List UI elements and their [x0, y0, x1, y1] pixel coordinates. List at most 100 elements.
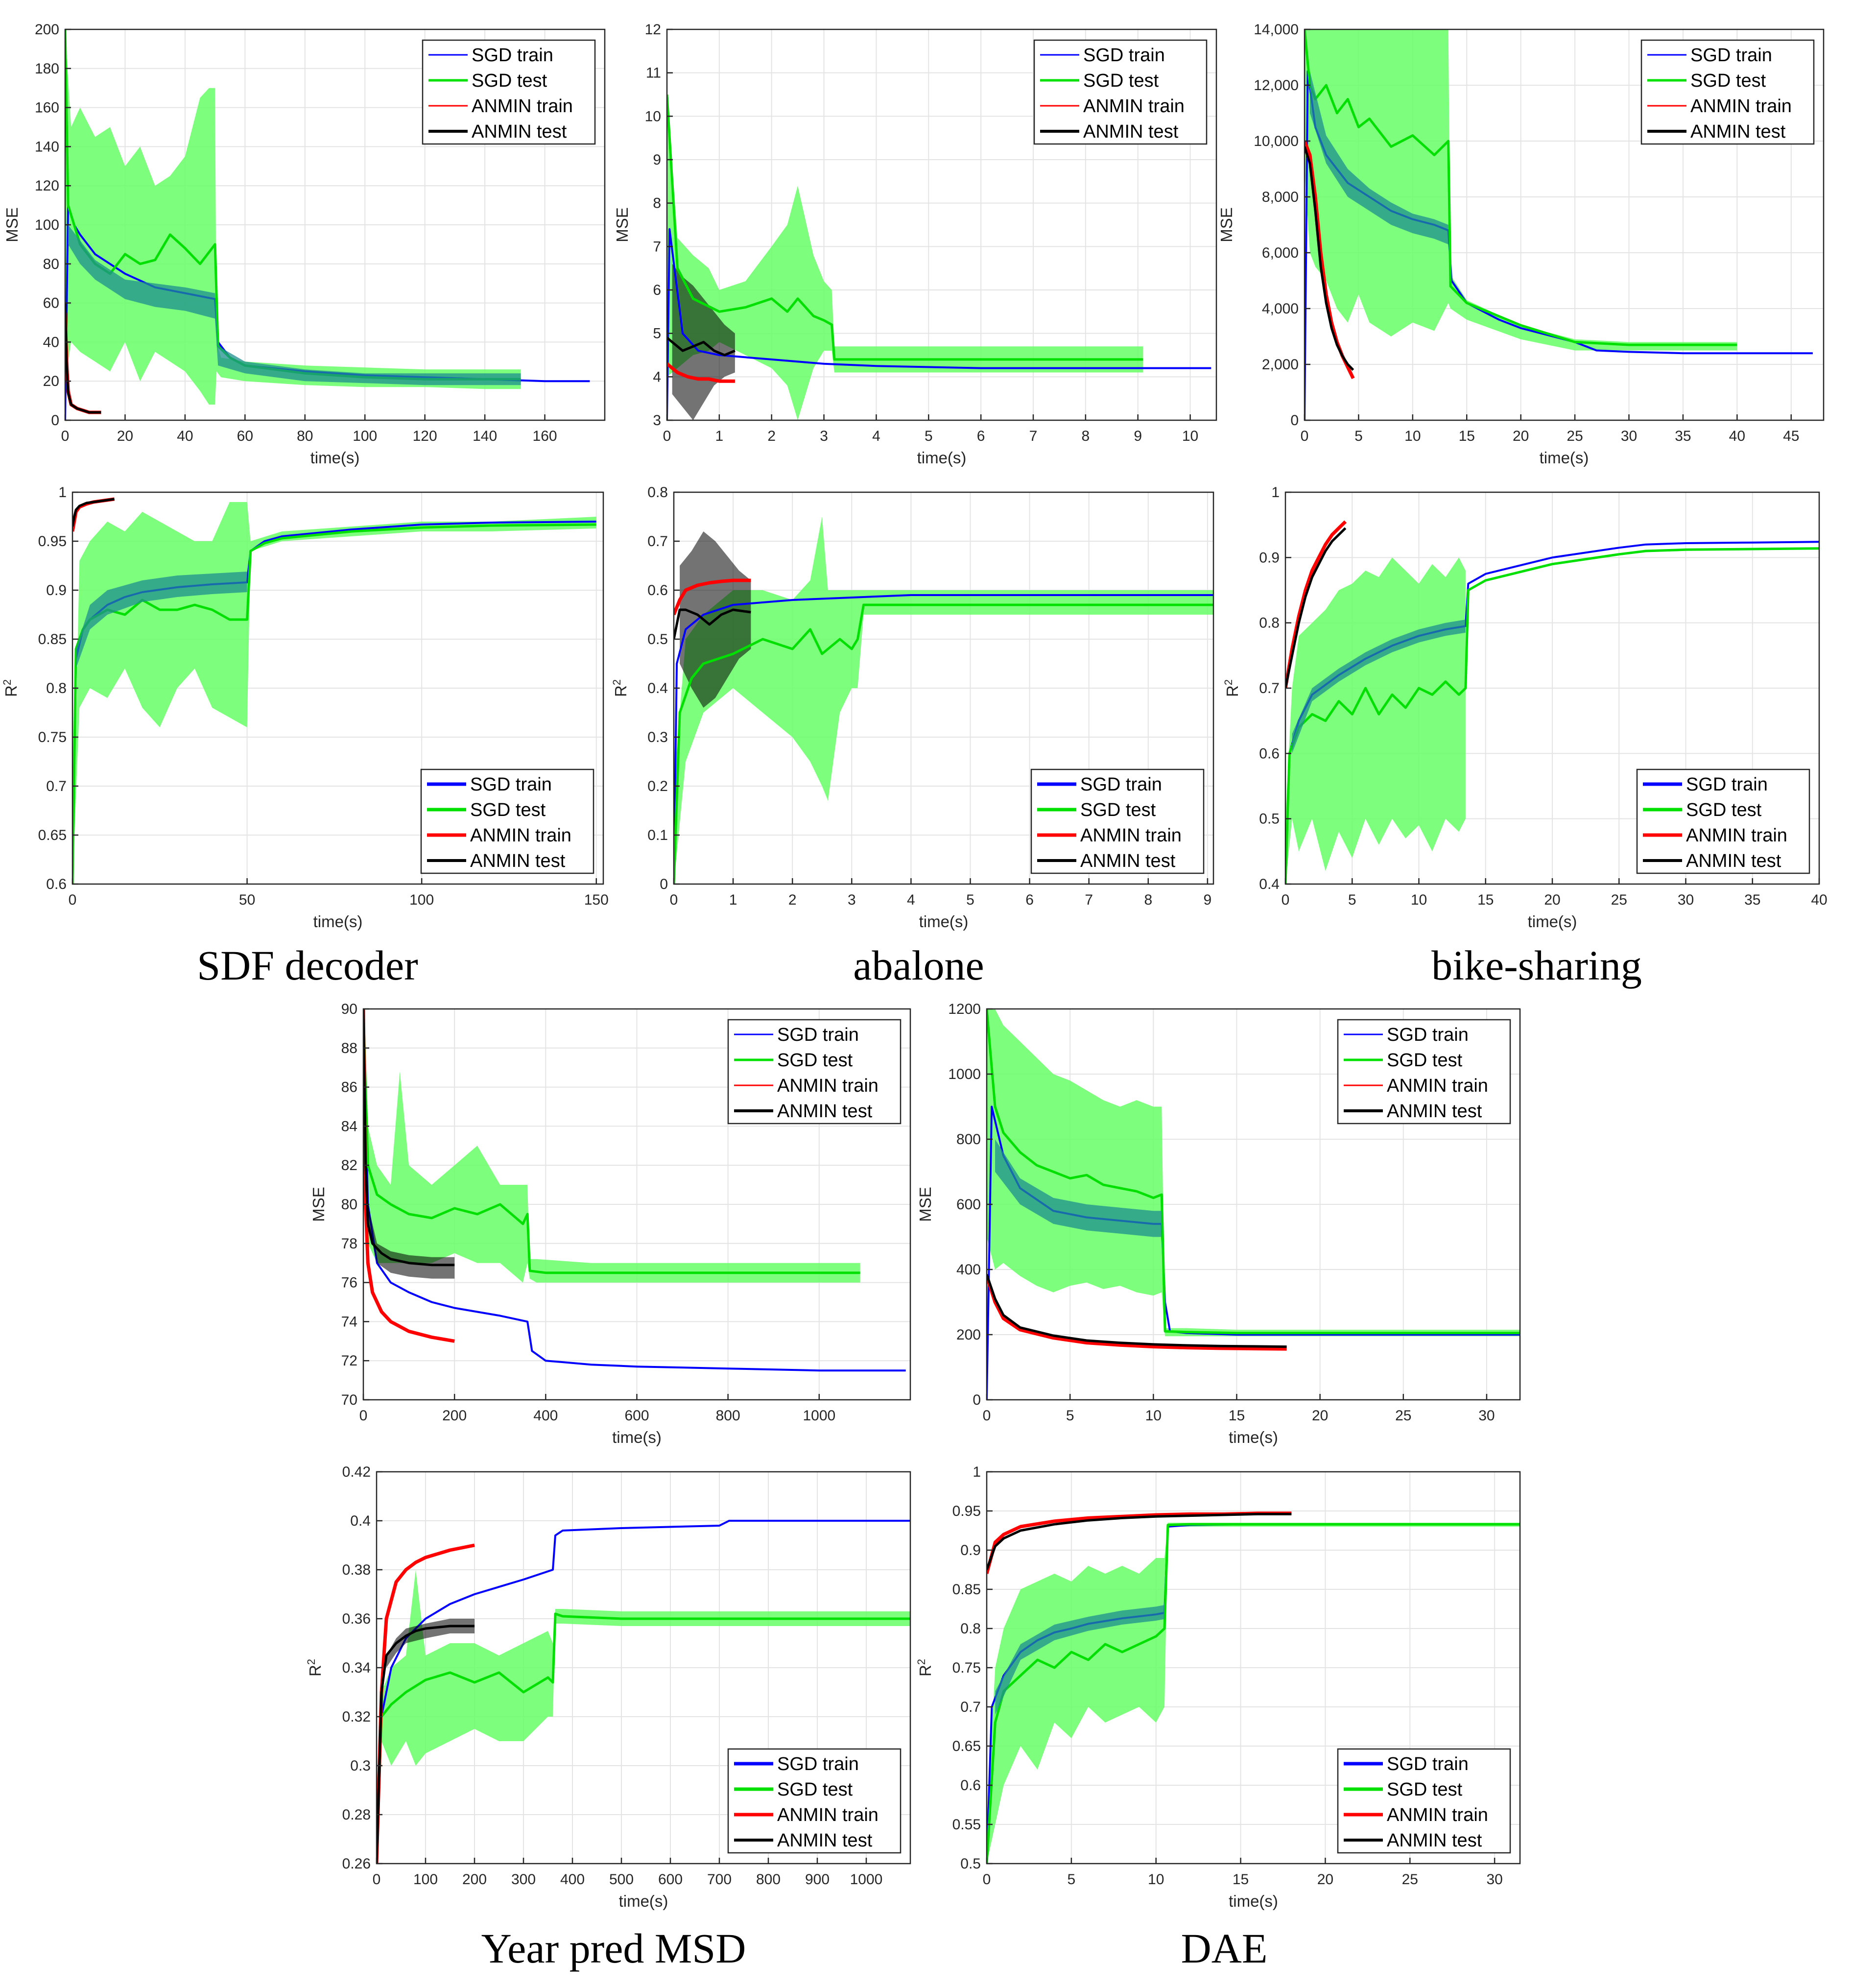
x-tick-label: 0: [1301, 428, 1309, 444]
y-tick-label: 0: [51, 412, 59, 429]
y-axis-label: MSE: [916, 1187, 934, 1222]
legend-label-sgd-train: SGD train: [470, 774, 552, 795]
y-tick-label: 12: [645, 22, 661, 38]
y-tick-label: 80: [341, 1197, 357, 1213]
x-tick-label: 9: [1204, 892, 1212, 908]
x-tick-label: 10: [1182, 428, 1198, 444]
x-tick-label: 200: [442, 1408, 467, 1424]
legend-box: [422, 39, 596, 145]
series-group: [363, 1009, 906, 1372]
y-tick-label: 70: [341, 1392, 357, 1408]
x-tick-label: 40: [177, 428, 193, 444]
legend-label-anmin-train: ANMIN train: [777, 1805, 879, 1825]
x-tick-label: 15: [1477, 892, 1494, 908]
line-anmin-train: [1285, 520, 1347, 689]
line-anmin-train: [377, 1543, 475, 1864]
series-group: [674, 517, 1213, 884]
y-tick-label: 4: [653, 369, 661, 385]
caption-sdf-decoder: SDF decoder: [197, 942, 418, 989]
x-tick-label: 5: [1354, 428, 1363, 444]
x-tick-label: 400: [533, 1408, 558, 1424]
y-tick-label: 0.26: [342, 1856, 371, 1872]
caption-year-pred-msd: Year pred MSD: [481, 1925, 746, 1972]
y-tick-label: 0.8: [960, 1621, 981, 1637]
x-tick-label: 900: [805, 1871, 830, 1888]
x-tick-label: 500: [609, 1871, 634, 1888]
legend-box: [727, 1748, 902, 1854]
x-axis-label: time(s): [917, 449, 967, 467]
x-tick-label: 3: [820, 428, 828, 444]
y-tick-label: 88: [341, 1040, 357, 1056]
line-sgd-test: [1305, 29, 1737, 346]
legend-label-anmin-train: ANMIN train: [1690, 96, 1792, 117]
y-tick-label: 0.28: [342, 1807, 371, 1823]
legend-label-sgd-train: SGD train: [1387, 1025, 1469, 1045]
band-teal-band: [995, 1605, 1164, 1715]
y-tick-label: 0: [660, 876, 668, 892]
x-tick-label: 0: [983, 1408, 991, 1424]
band-sgd-test-band: [72, 502, 596, 884]
x-tick-label: 0: [1282, 892, 1290, 908]
x-tick-label: 4: [907, 892, 915, 908]
line-anmin-test: [987, 1274, 1287, 1348]
y-tick-label: 0.3: [647, 729, 668, 745]
y-tick-label: 12,000: [1254, 77, 1299, 94]
axes-box: [1304, 28, 1825, 421]
x-axis-label: time(s): [1229, 1428, 1278, 1446]
series-group: [1285, 520, 1819, 884]
legend-label-sgd-train: SGD train: [1690, 45, 1772, 66]
chart-dae_r2: 0 5 10 15 20 25 30 0.5 0.55 0.6 0.65 0.7 0.75 0.8 0.85…: [915, 1464, 1521, 1910]
y-tick-label: 8: [653, 195, 661, 212]
x-axis-label: time(s): [919, 912, 969, 931]
y-tick-label: 0.4: [350, 1513, 371, 1529]
legend-label-sgd-test: SGD test: [1080, 800, 1156, 820]
legend-label-anmin-test: ANMIN test: [1387, 1101, 1482, 1122]
y-tick-label: 400: [956, 1262, 981, 1278]
line-sgd-test: [363, 1009, 860, 1274]
y-tick-label: 10: [645, 108, 661, 124]
y-tick-label: 5: [653, 326, 661, 342]
y-tick-label: 0.38: [342, 1562, 371, 1578]
legend-label-sgd-test: SGD test: [777, 1050, 853, 1071]
x-tick-label: 200: [462, 1871, 487, 1888]
line-anmin-test: [72, 498, 115, 527]
legend-label-sgd-train: SGD train: [1080, 774, 1162, 795]
x-tick-label: 35: [1744, 892, 1760, 908]
y-axis-label: R2: [305, 1659, 325, 1677]
y-tick-label: 76: [341, 1275, 357, 1291]
x-tick-label: 600: [658, 1871, 683, 1888]
x-tick-label: 30: [1486, 1871, 1502, 1888]
x-tick-label: 700: [707, 1871, 732, 1888]
x-tick-label: 7: [1085, 892, 1093, 908]
legend-box: [1337, 1019, 1511, 1125]
line-sgd-train: [363, 1009, 906, 1372]
line-anmin-test: [987, 1512, 1292, 1570]
y-tick-label: 11: [646, 65, 661, 81]
line-anmin-test: [667, 336, 736, 357]
caption-abalone: abalone: [853, 942, 984, 989]
x-tick-label: 6: [1025, 892, 1034, 908]
band-sgd-test-band: [674, 517, 1213, 884]
line-sgd-test: [674, 603, 1213, 884]
x-tick-label: 20: [1312, 1408, 1328, 1424]
legend-label-anmin-train: ANMIN train: [472, 96, 573, 117]
legend-label-anmin-test: ANMIN test: [1080, 851, 1176, 871]
band-anmin-test-band: [386, 1619, 475, 1668]
band-teal-band: [1310, 71, 1448, 244]
y-tick-label: 0.9: [960, 1542, 981, 1558]
x-tick-label: 800: [716, 1408, 740, 1424]
x-tick-label: 25: [1402, 1871, 1418, 1888]
legend-label-anmin-train: ANMIN train: [1080, 825, 1182, 846]
line-sgd-test: [1285, 547, 1819, 884]
y-tick-label: 140: [35, 139, 59, 155]
x-tick-label: 1000: [850, 1871, 883, 1888]
legend-label-sgd-test: SGD test: [1083, 71, 1159, 91]
band-sgd-test-band: [65, 29, 521, 405]
x-tick-label: 30: [1678, 892, 1694, 908]
x-tick-label: 30: [1478, 1408, 1495, 1424]
x-tick-label: 40: [1729, 428, 1745, 444]
band-sgd-test-band: [363, 1009, 860, 1283]
legend-label-anmin-test: ANMIN test: [1686, 851, 1781, 871]
x-tick-label: 6: [977, 428, 985, 444]
